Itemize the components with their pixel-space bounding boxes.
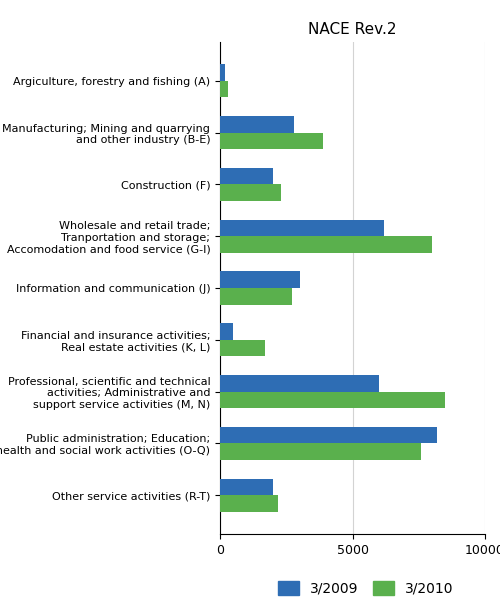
Bar xyxy=(220,443,422,460)
Bar xyxy=(220,340,265,356)
Bar xyxy=(220,427,438,443)
Bar xyxy=(220,392,446,408)
Legend: 3/2009, 3/2010: 3/2009, 3/2010 xyxy=(273,575,458,600)
Bar xyxy=(220,479,273,495)
Bar xyxy=(220,495,278,512)
Bar xyxy=(220,116,294,133)
Bar xyxy=(220,323,233,340)
Bar xyxy=(220,375,379,392)
Bar xyxy=(220,220,384,236)
Bar xyxy=(220,64,226,81)
Bar xyxy=(220,271,300,288)
Title: NACE Rev.2: NACE Rev.2 xyxy=(308,22,397,37)
Bar xyxy=(220,168,273,184)
Bar xyxy=(220,81,228,97)
Bar xyxy=(220,184,281,201)
Bar xyxy=(220,236,432,253)
Bar xyxy=(220,133,324,149)
Bar xyxy=(220,288,292,305)
